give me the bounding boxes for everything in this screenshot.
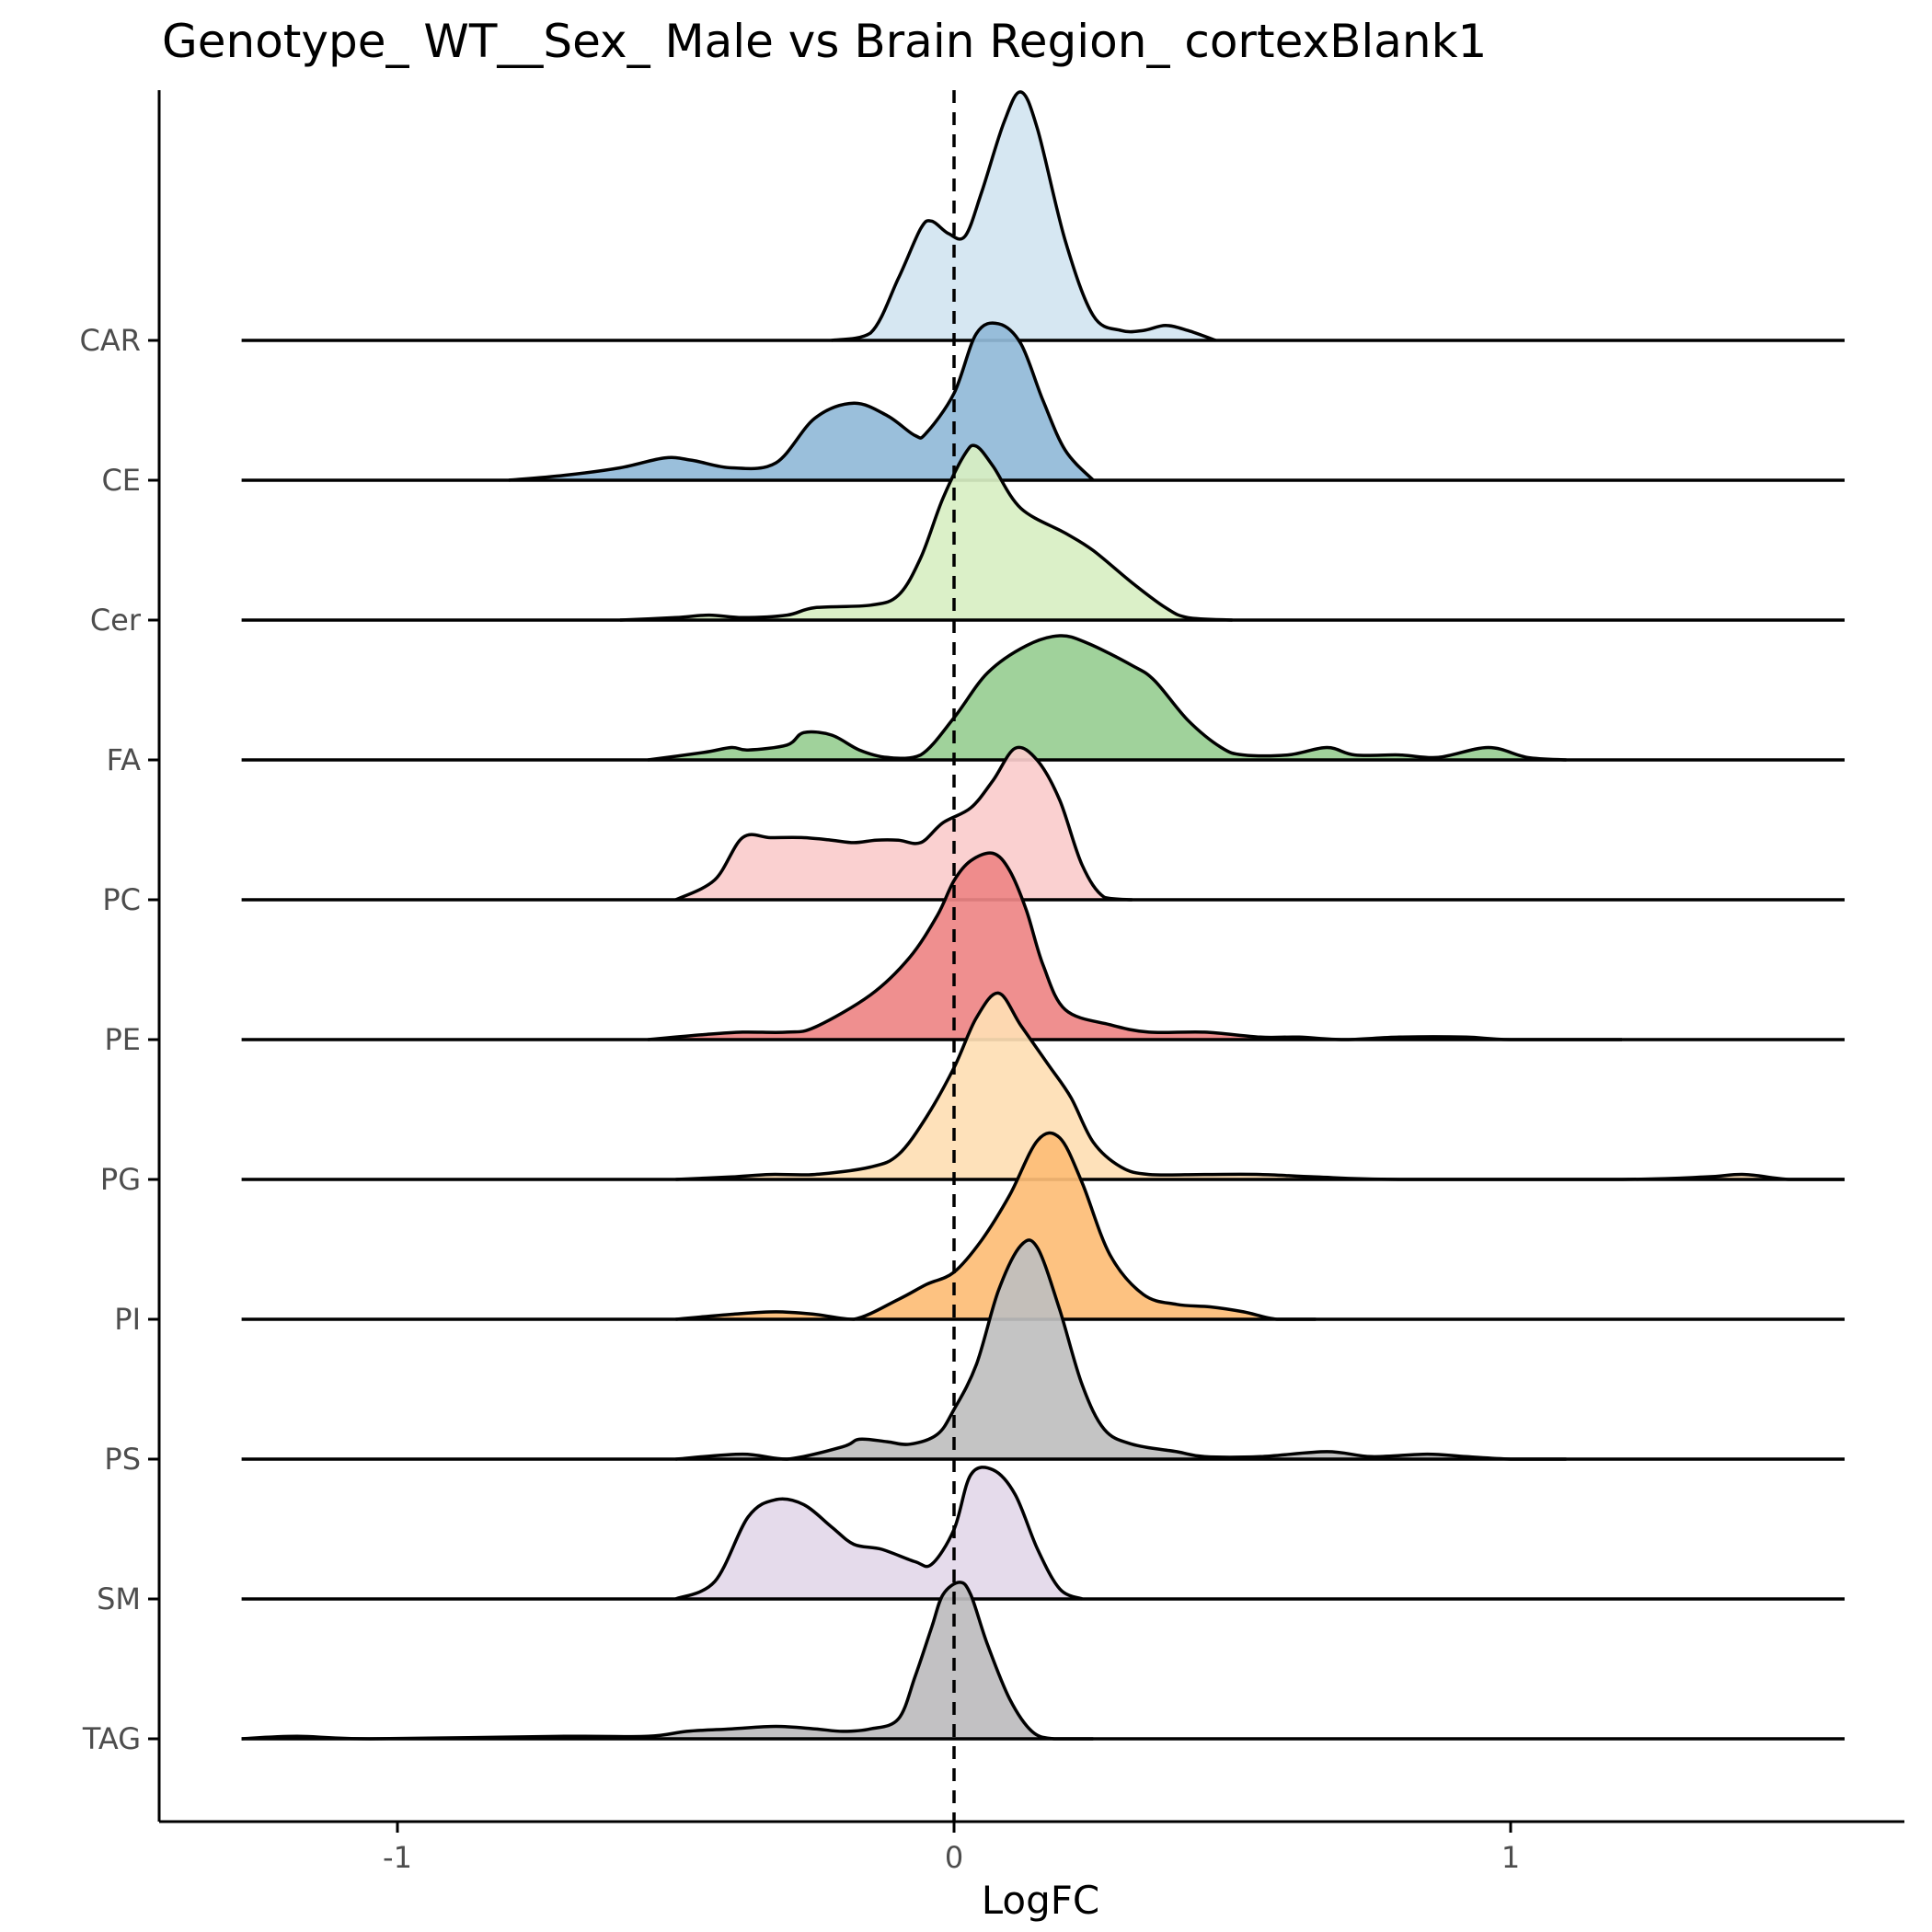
y-axis-ticks: CAR CE Cer FA PC PE PG PI PS SM TAG: [80, 323, 159, 1756]
ridge-outline-pc: [674, 745, 1133, 902]
ridge-outline-tag: [241, 1581, 1094, 1741]
x-tick-label-2: 1: [1501, 1840, 1520, 1875]
chart-title: Genotype_ WT__Sex_ Male vs Brain Region_…: [162, 15, 1487, 68]
y-tick-label-sm: SM: [97, 1581, 141, 1616]
ridge-area-pi: [675, 1133, 1317, 1319]
x-tick-label-0: -1: [383, 1840, 412, 1875]
ridge-area-tag: [241, 1581, 1094, 1739]
y-tick-label-ce: CE: [101, 463, 141, 498]
x-tick-label-1: 0: [945, 1840, 963, 1875]
x-axis-title: LogFC: [982, 1878, 1100, 1923]
ridge-outline-pi: [675, 1131, 1317, 1321]
y-tick-label-pc: PC: [102, 882, 141, 917]
y-tick-label-tag: TAG: [82, 1721, 141, 1756]
ridge-outline-car: [831, 90, 1216, 342]
y-tick-label-pg: PG: [100, 1162, 141, 1197]
ridge-area-sm: [675, 1466, 1083, 1599]
y-tick-label-pi: PI: [114, 1302, 141, 1337]
ridge-area-pe: [648, 853, 1622, 1040]
ridge-area-car: [831, 91, 1216, 340]
y-tick-label-cer: Cer: [90, 603, 142, 638]
ridge-area-cer: [620, 444, 1233, 620]
ridge-outline-sm: [674, 1466, 1083, 1601]
y-tick-label-car: CAR: [80, 323, 141, 358]
x-axis-ticks: -1 0 1: [383, 1822, 1520, 1875]
y-tick-label-pe: PE: [104, 1022, 141, 1057]
ridge-outline-fa: [648, 634, 1567, 762]
ridge-area-pg: [675, 993, 1845, 1179]
ridge-area-fa: [648, 635, 1567, 760]
ridge-outline-ce: [508, 321, 1095, 482]
y-tick-label-ps: PS: [104, 1442, 141, 1477]
ridge-area-ce: [509, 323, 1094, 480]
ridge-area-pc: [675, 747, 1133, 900]
ridge-outline-ps: [675, 1238, 1567, 1461]
y-tick-label-fa: FA: [107, 742, 141, 777]
ridges-group: [241, 90, 1845, 1741]
